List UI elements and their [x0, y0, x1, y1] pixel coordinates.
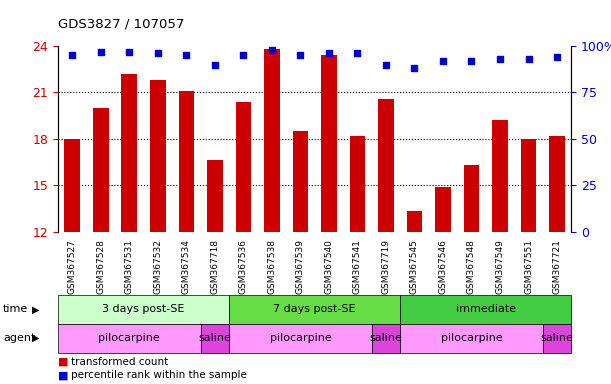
Bar — [93, 108, 109, 232]
Bar — [321, 55, 337, 232]
Point — [267, 47, 277, 53]
Text: saline: saline — [370, 333, 403, 343]
Bar — [543, 324, 571, 353]
Text: saline: saline — [199, 333, 232, 343]
Bar — [407, 212, 422, 232]
Point — [96, 48, 106, 55]
Bar — [492, 120, 508, 232]
Bar — [236, 102, 251, 232]
Point — [296, 52, 306, 58]
Text: ■: ■ — [58, 357, 68, 367]
Text: 3 days post-SE: 3 days post-SE — [103, 304, 185, 314]
Bar — [549, 136, 565, 232]
Text: time: time — [3, 304, 28, 314]
Point — [67, 52, 77, 58]
Bar — [58, 295, 229, 324]
Point — [524, 56, 533, 62]
Bar — [229, 324, 371, 353]
Text: GDS3827 / 107057: GDS3827 / 107057 — [58, 17, 185, 30]
Point — [552, 54, 562, 60]
Bar — [229, 295, 400, 324]
Bar — [378, 99, 394, 232]
Point — [153, 50, 163, 56]
Text: pilocarpine: pilocarpine — [441, 333, 502, 343]
Text: saline: saline — [541, 333, 574, 343]
Point — [324, 50, 334, 56]
Bar — [200, 324, 229, 353]
Bar — [464, 165, 480, 232]
Point — [409, 65, 419, 71]
Bar — [349, 136, 365, 232]
Bar — [150, 80, 166, 232]
Bar — [371, 324, 400, 353]
Point — [238, 52, 248, 58]
Text: percentile rank within the sample: percentile rank within the sample — [71, 370, 247, 380]
Point — [438, 58, 448, 64]
Bar — [65, 139, 80, 232]
Text: ▶: ▶ — [32, 304, 39, 314]
Text: immediate: immediate — [456, 304, 516, 314]
Bar — [264, 49, 280, 232]
Point — [353, 50, 362, 56]
Bar — [521, 139, 536, 232]
Point — [181, 52, 191, 58]
Point — [381, 61, 391, 68]
Bar — [178, 91, 194, 232]
Bar — [400, 324, 543, 353]
Text: agent: agent — [3, 333, 35, 343]
Bar — [293, 131, 309, 232]
Bar — [400, 295, 571, 324]
Point — [125, 48, 134, 55]
Text: 7 days post-SE: 7 days post-SE — [273, 304, 356, 314]
Bar — [122, 74, 137, 232]
Text: pilocarpine: pilocarpine — [98, 333, 160, 343]
Text: ▶: ▶ — [32, 333, 39, 343]
Point — [495, 56, 505, 62]
Text: ■: ■ — [58, 370, 68, 380]
Point — [210, 61, 220, 68]
Text: pilocarpine: pilocarpine — [269, 333, 331, 343]
Text: transformed count: transformed count — [71, 357, 169, 367]
Bar — [58, 324, 200, 353]
Bar — [207, 161, 223, 232]
Point — [467, 58, 477, 64]
Bar — [435, 187, 451, 232]
